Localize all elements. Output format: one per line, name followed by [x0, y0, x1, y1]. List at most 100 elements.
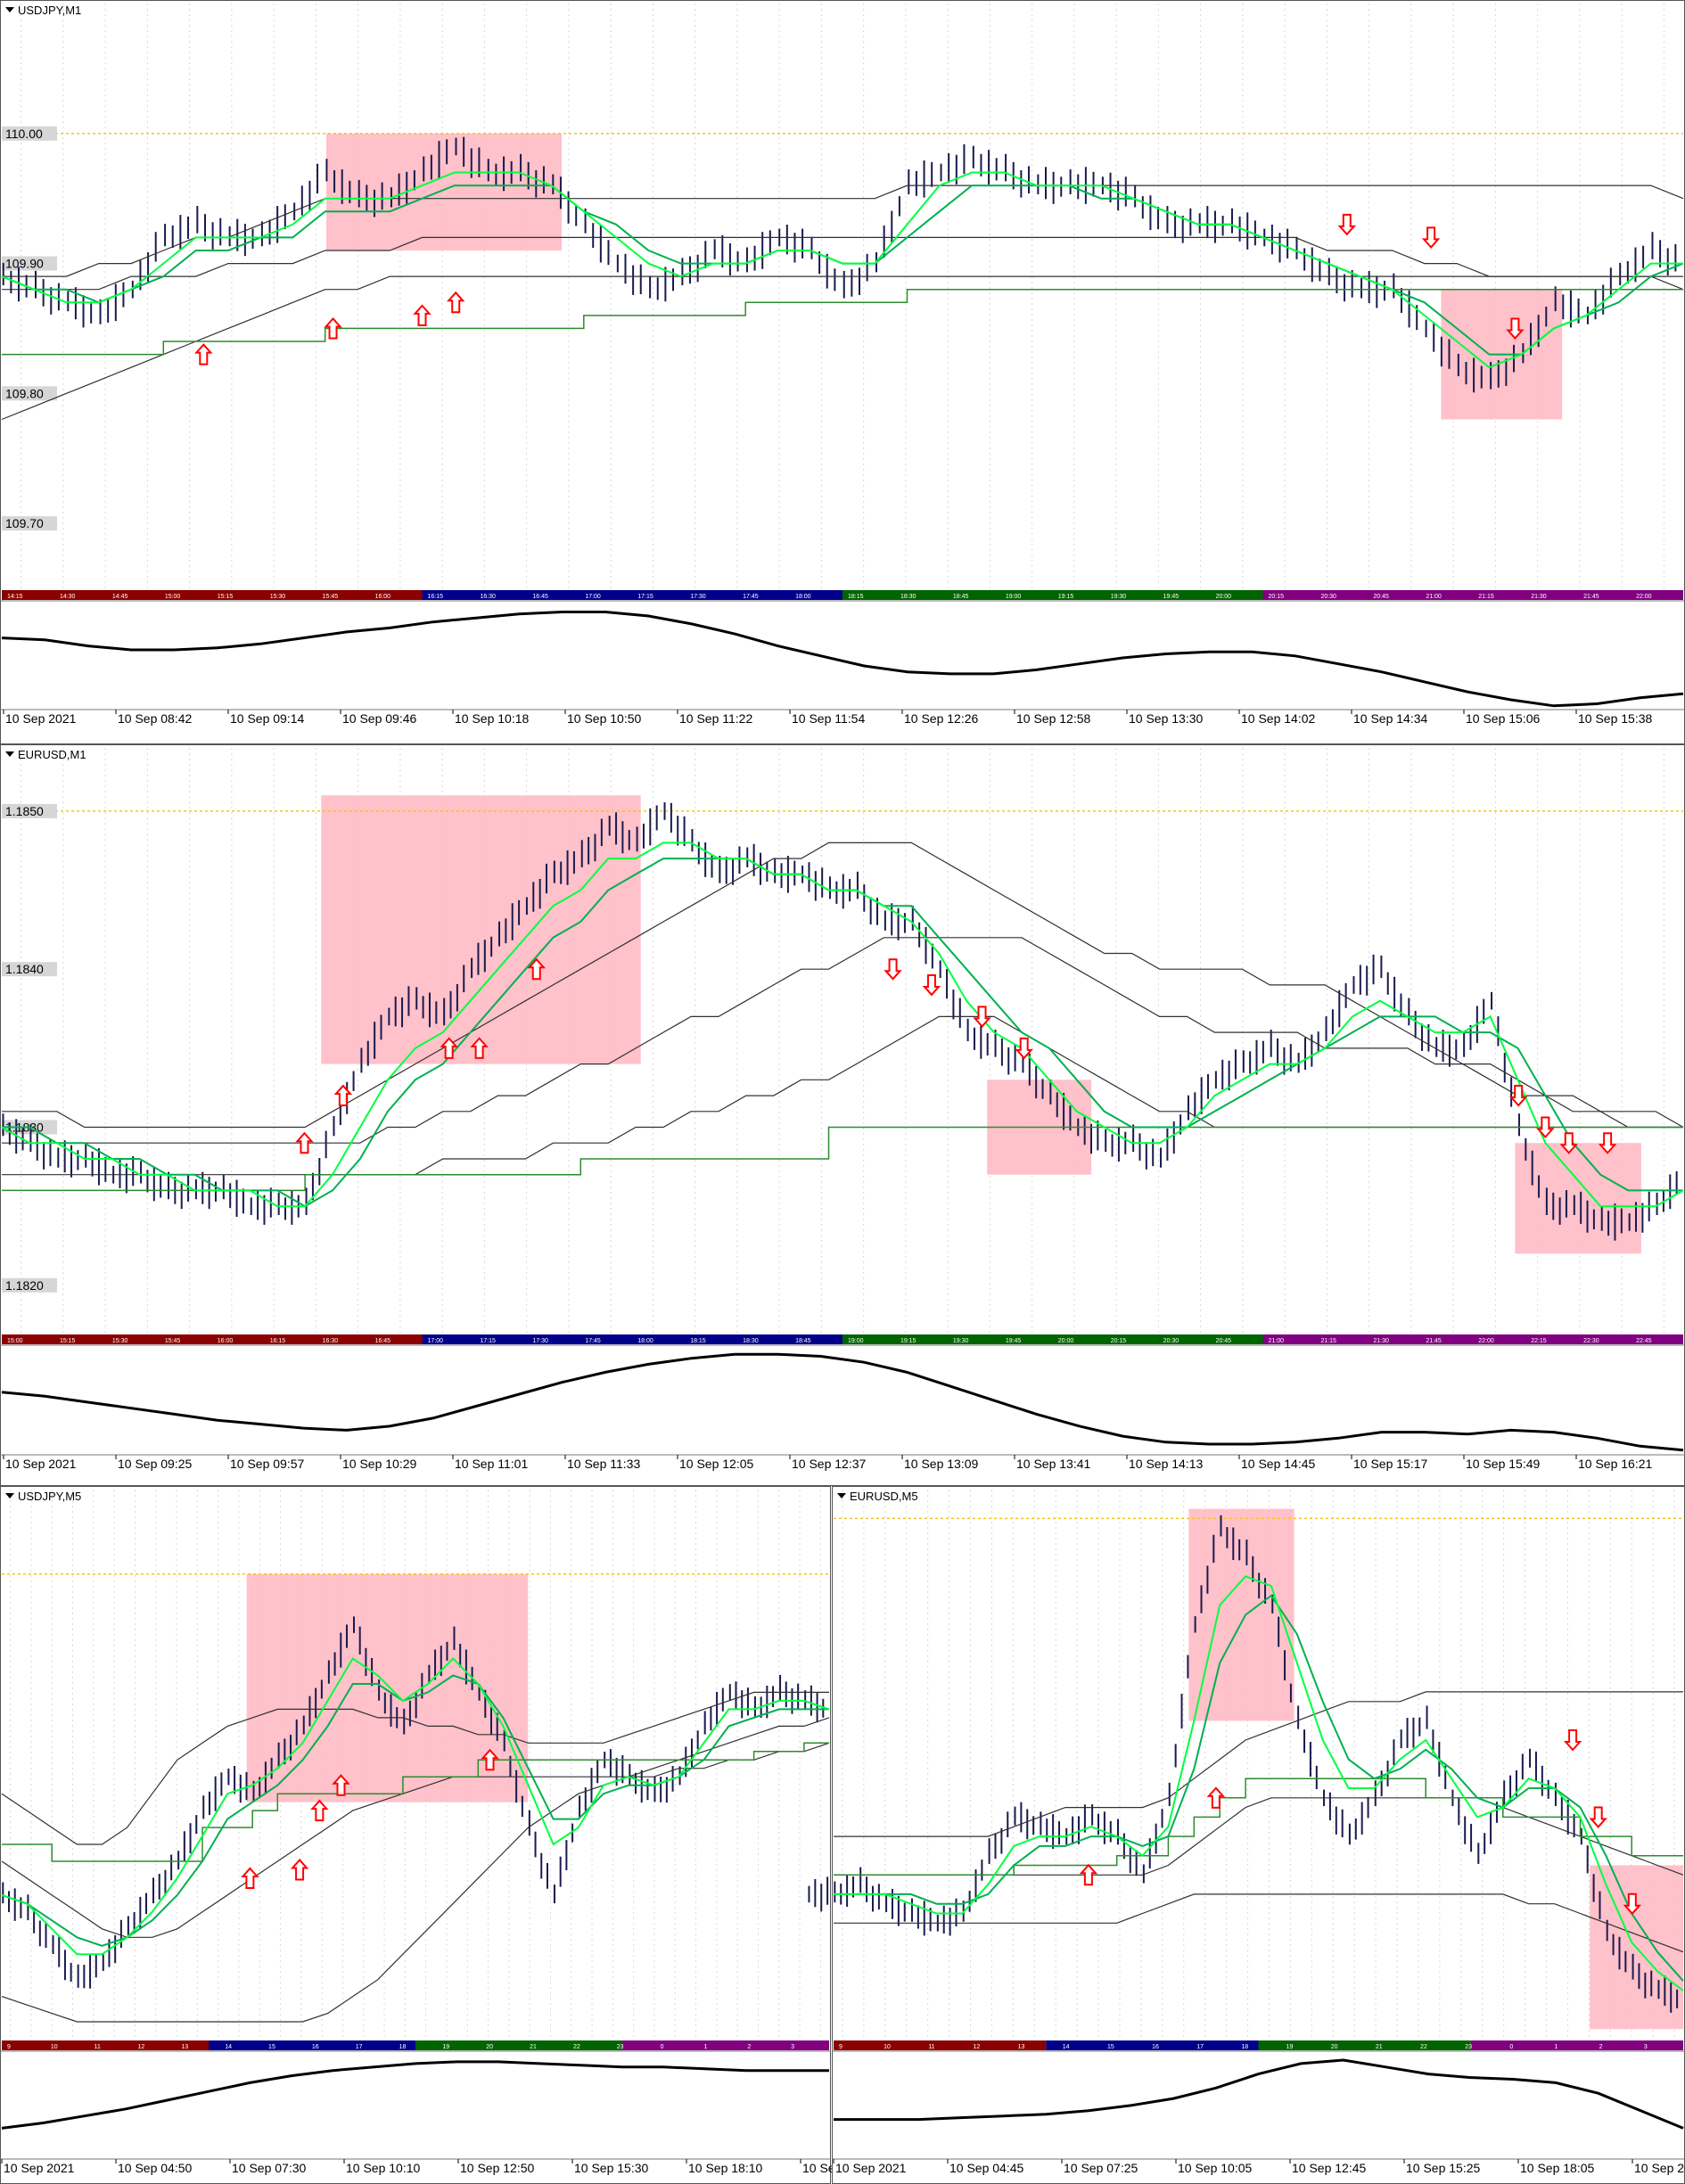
session-tick-label: 16:00	[375, 594, 391, 600]
buy-arrow-icon	[295, 1131, 314, 1154]
panel-menu-icon[interactable]	[5, 1493, 14, 1498]
time-axis-label: 10 Sep 18:10	[688, 2161, 763, 2175]
session-tick-label: 17:00	[585, 594, 601, 600]
session-bar-segment	[1262, 590, 1683, 600]
symbol-title: EURUSD,M5	[850, 1490, 918, 1503]
session-tick-label: 20:00	[1216, 594, 1232, 600]
panel-frame	[0, 744, 1685, 1486]
session-tick-label: 16:45	[375, 1338, 391, 1344]
time-axis-label: 10 Sep 15:17	[1353, 1457, 1428, 1471]
sell-arrow-icon	[1506, 317, 1525, 340]
highlight-box	[321, 795, 641, 1064]
symbol-title: USDJPY,M5	[18, 1490, 81, 1503]
session-tick-label: 14:45	[112, 594, 128, 600]
session-tick-label: 21:45	[1583, 594, 1599, 600]
panel-menu-icon[interactable]	[837, 1493, 846, 1498]
buy-arrow-icon	[1206, 1786, 1226, 1809]
session-tick-label: 3	[1644, 2044, 1648, 2050]
buy-arrow-icon	[413, 304, 432, 326]
session-tick-label: 21:00	[1426, 594, 1442, 600]
session-tick-label: 22:30	[1583, 1338, 1599, 1344]
time-axis-label: 10 Sep 11:33	[567, 1457, 640, 1471]
session-tick-label: 9	[7, 2044, 11, 2050]
session-tick-label: 3	[791, 2044, 794, 2050]
session-bar-segment	[1262, 1334, 1683, 1344]
session-tick-label: 20:45	[1216, 1338, 1232, 1344]
time-axis-label: 10 Sep 14:45	[1241, 1457, 1316, 1471]
session-tick-label: 21	[1376, 2044, 1383, 2050]
session-tick-label: 18:15	[690, 1338, 706, 1344]
moving-average-fast	[1, 842, 1684, 1208]
sell-arrow-icon	[884, 958, 902, 981]
session-tick-label: 12	[973, 2044, 980, 2050]
time-axis-label: 10 Sep 10:05	[1178, 2161, 1253, 2175]
session-tick-label: 0	[661, 2044, 664, 2050]
oscillator-line	[1, 2060, 829, 2130]
time-axis-label: 10 Sep 09:46	[342, 711, 417, 726]
time-axis-label: 10 Sep 08:42	[118, 711, 193, 726]
time-axis-label: 10 Sep 2021	[835, 2161, 907, 2175]
time-axis-label: 10 Sep 20	[1634, 2161, 1685, 2175]
chart-panel-4[interactable]: EURUSD,M59 10 11 12 13 14 15 16 17 18 19 20 21 22 23 0 1…	[808, 1486, 1685, 2184]
sell-arrow-icon	[1337, 213, 1357, 236]
session-bar-segment	[422, 1334, 842, 1344]
price-label-bg	[2, 516, 57, 531]
sell-arrow-icon	[1559, 1132, 1578, 1154]
panel-frame	[0, 0, 1685, 744]
time-axis-label: 10 Sep 13:09	[904, 1457, 979, 1471]
session-tick-label: 18:00	[795, 594, 811, 600]
envelope-upper-line	[2, 842, 1683, 1129]
session-tick-label: 16:15	[428, 594, 444, 600]
symbol-title: USDJPY,M1	[18, 4, 81, 17]
session-tick-label: 21:30	[1373, 1338, 1389, 1344]
time-axis-label: 10 Sep 09:14	[230, 711, 305, 726]
session-tick-label: 14:30	[60, 594, 76, 600]
session-bar-segment	[415, 2040, 622, 2050]
session-tick-label: 0	[1509, 2044, 1513, 2050]
step-line	[2, 1126, 1683, 1192]
session-bar-segment	[622, 2040, 829, 2050]
session-tick-label: 15:45	[323, 594, 339, 600]
sell-arrow-icon	[1589, 1806, 1607, 1828]
buy-arrow-icon	[310, 1799, 329, 1822]
oscillator-line	[1, 1352, 1684, 1452]
buy-arrow-icon	[241, 1867, 259, 1889]
price-label-bg	[2, 386, 57, 401]
session-tick-label: 21:30	[1531, 594, 1547, 600]
price-axis-label: 110.00	[5, 127, 43, 141]
session-tick-label: 21:15	[1320, 1338, 1336, 1344]
session-tick-label: 22	[573, 2044, 580, 2050]
session-tick-label: 22:15	[1531, 1338, 1547, 1344]
time-axis-label: 10 Sep 15:49	[1466, 1457, 1541, 1471]
sell-arrow-icon	[973, 1006, 991, 1028]
price-label-bg	[2, 256, 57, 271]
session-bar-segment	[834, 2040, 1047, 2050]
time-axis-label: 10 Sep 14:02	[1241, 711, 1316, 726]
buy-arrow-icon	[440, 1037, 458, 1059]
session-tick-label: 17:15	[637, 594, 653, 600]
session-tick-label: 13	[1018, 2044, 1025, 2050]
envelope-upper-line	[1, 1691, 829, 1845]
session-tick-label: 16	[1152, 2044, 1159, 2050]
session-tick-label: 17:15	[480, 1338, 496, 1344]
time-axis-label: 10 Sep 14:13	[1129, 1457, 1204, 1471]
session-tick-label: 15:00	[7, 1338, 23, 1344]
session-tick-label: 17:00	[428, 1338, 444, 1344]
time-axis-label: 10 Sep 15:30	[574, 2161, 649, 2175]
session-bar-segment	[842, 590, 1263, 600]
envelope-mid-line	[2, 937, 1684, 1144]
session-tick-label: 22	[1420, 2044, 1427, 2050]
oscillator-line	[834, 2058, 1684, 2130]
chart-panel-3[interactable]: USDJPY,M59 10 11 12 13 14 15 16 17 18 19 20 21 22 23 0 1…	[0, 1486, 842, 2184]
chart-panel-1[interactable]: 110.00 109.90 109.80 109.70 USDJPY,M1 14:15 14…	[0, 0, 1685, 744]
session-tick-label: 17	[1196, 2044, 1204, 2050]
panel-menu-icon[interactable]	[5, 7, 14, 12]
session-tick-label: 18:15	[848, 594, 864, 600]
session-tick-label: 16:30	[323, 1338, 339, 1344]
time-axis-label: 10 Sep 10:50	[567, 711, 642, 726]
envelope-lower-line	[834, 1893, 1684, 1953]
panel-menu-icon[interactable]	[5, 751, 14, 757]
time-axis-label: 10 Sep 13:41	[1016, 1457, 1091, 1471]
